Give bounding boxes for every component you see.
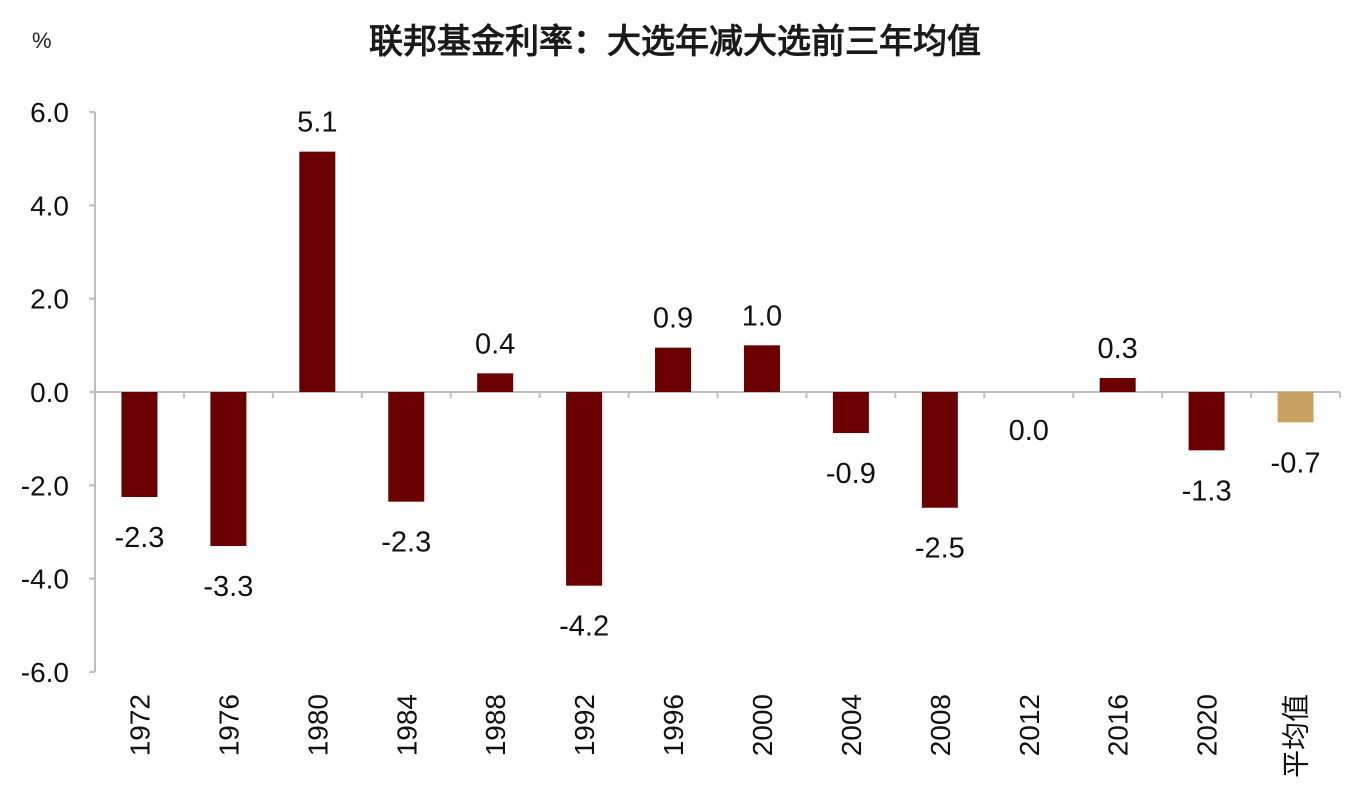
bar-1972 — [121, 392, 158, 497]
x-tick-label: 1984 — [391, 694, 422, 756]
data-label: -0.7 — [1271, 447, 1321, 479]
x-tick-label: 1976 — [213, 694, 244, 756]
bars-layer — [121, 151, 1314, 586]
bar-1976 — [210, 392, 247, 546]
bar-1984 — [388, 392, 425, 502]
data-label: -2.5 — [915, 533, 965, 565]
bar-2000 — [743, 345, 780, 392]
y-tick-label: 0.0 — [30, 377, 69, 408]
data-labels-layer: -2.3 1972 -3.3 1976 5.1 1980 -2.3 1984 0.4 1988 -4… — [114, 107, 1320, 778]
bar-2004 — [832, 392, 869, 434]
data-label: 0.3 — [1098, 333, 1138, 365]
average-bar — [1277, 392, 1314, 423]
x-tick-label: 2012 — [1014, 694, 1045, 756]
bar-2016 — [1099, 378, 1136, 392]
x-tick-label: 2016 — [1103, 694, 1134, 756]
axes-layer: 6.0 4.0 2.0 0.0 -2.0 -4.0 -6.0 — [21, 97, 1341, 688]
data-label: 0.9 — [653, 303, 693, 335]
data-label: 0.4 — [475, 328, 515, 360]
data-label: -3.3 — [203, 571, 253, 603]
x-tick-label: 1980 — [302, 694, 333, 756]
chart-title: 联邦基金利率：大选年减大选前三年均值 — [369, 22, 981, 62]
y-tick-label: 2.0 — [30, 284, 69, 315]
data-label: -2.3 — [114, 522, 164, 554]
y-tick-label: -2.0 — [21, 470, 69, 501]
y-tick-label: 6.0 — [30, 97, 69, 128]
bar-1988 — [477, 373, 514, 392]
y-tick-label: -4.0 — [21, 564, 69, 595]
bar-2020 — [1188, 392, 1225, 451]
data-label: 1.0 — [742, 300, 782, 332]
data-label: -0.9 — [826, 458, 876, 490]
x-tick-label: 1996 — [658, 694, 689, 756]
x-tick-label: 2004 — [836, 694, 867, 756]
data-label: -1.3 — [1182, 475, 1232, 507]
bar-1992 — [566, 392, 603, 586]
x-tick-label: 1992 — [569, 694, 600, 756]
data-label: -4.2 — [559, 611, 609, 643]
data-label: 0.0 — [1009, 415, 1049, 447]
data-label: 5.1 — [297, 107, 337, 139]
x-tick-label: 2000 — [747, 694, 778, 756]
x-tick-label: 2020 — [1192, 694, 1223, 756]
bar-1996 — [655, 347, 692, 392]
y-axis-unit-label: % — [32, 28, 52, 53]
y-tick-label: -6.0 — [21, 657, 69, 688]
y-tick-label: 4.0 — [30, 190, 69, 221]
x-tick-label: 平均值 — [1281, 694, 1312, 778]
bar-1980 — [299, 151, 336, 392]
bar-2008 — [921, 392, 958, 508]
data-label: -2.3 — [381, 527, 431, 559]
x-tick-label: 1972 — [124, 694, 155, 756]
x-tick-label: 1988 — [480, 694, 511, 756]
x-tick-label: 2008 — [925, 694, 956, 756]
